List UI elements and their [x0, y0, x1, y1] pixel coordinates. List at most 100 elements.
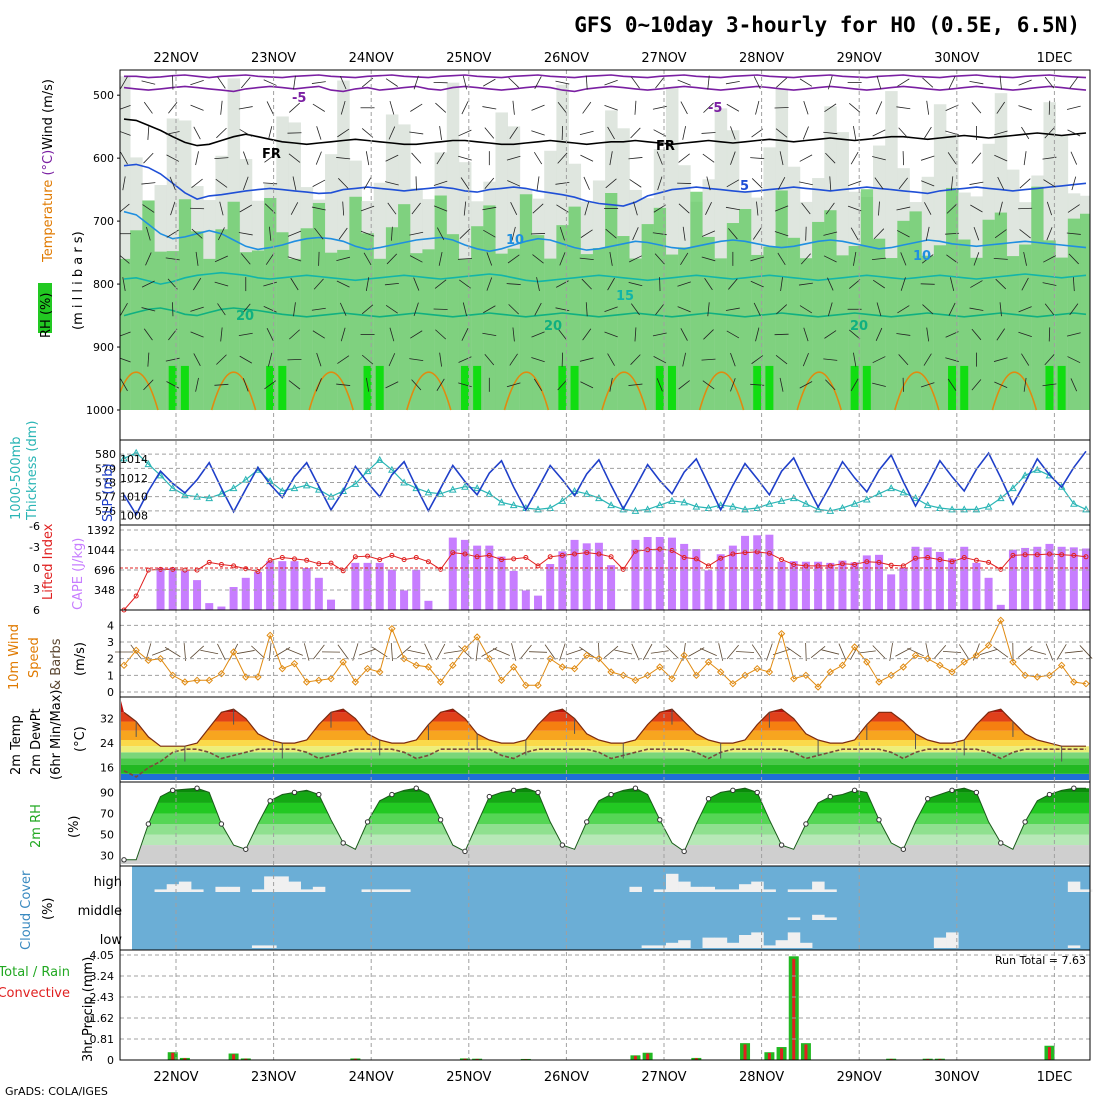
wind-barb [311, 206, 326, 211]
wind-barb [460, 177, 470, 190]
thickness-marker [339, 486, 348, 494]
wind-barb [802, 352, 809, 367]
cape-bar [923, 547, 932, 610]
wind-barb [314, 227, 324, 240]
wind-barb [702, 153, 715, 163]
cape-bar [826, 562, 835, 610]
wind-barb [361, 354, 374, 365]
wind-barb [922, 77, 934, 88]
run-total-label: Run Total = 7.63 [995, 954, 1086, 967]
cloud-bar-high [653, 889, 667, 892]
wind-barb [458, 382, 472, 388]
wind-barb [677, 281, 691, 287]
wind-barb [141, 80, 156, 85]
isotherm-label: -5 [292, 91, 306, 106]
wind-barb [775, 128, 788, 138]
wind-barb [531, 331, 545, 338]
wind-barb [726, 179, 740, 188]
cape-bar [765, 534, 774, 610]
date-label-top: 28NOV [739, 51, 784, 66]
wind-barb [897, 305, 910, 314]
wind-speed-marker [315, 676, 323, 685]
wind-barb [730, 151, 736, 165]
wind-barb [337, 128, 350, 138]
wind-barb [631, 76, 640, 89]
wind-barb [168, 102, 178, 114]
wind-barb [462, 302, 468, 317]
slp-tick: 1014 [120, 453, 148, 466]
rh-shade-green [1067, 218, 1081, 410]
wind-barb [413, 302, 419, 317]
wind-barb-10m [1028, 649, 1047, 655]
wind-barb [751, 128, 764, 138]
wind-barb [923, 126, 932, 140]
wind-barb [803, 100, 809, 115]
cape-bar [387, 569, 396, 610]
rh-marker [632, 785, 639, 791]
thickness-marker [582, 489, 591, 497]
cape-bar [363, 562, 372, 610]
wind-barb [728, 278, 738, 290]
wind-barb [582, 101, 592, 114]
wind-barb [1066, 332, 1081, 337]
wind-barb [677, 79, 691, 86]
precip-convective-bar [1047, 1047, 1051, 1060]
wind-barb [604, 306, 618, 313]
wind-barb [240, 76, 251, 89]
wind-speed-marker [656, 663, 664, 671]
lifted-index-marker [864, 559, 870, 565]
wind-speed-marker [193, 676, 201, 685]
wind-barb [656, 378, 663, 392]
thickness-marker [802, 499, 810, 507]
cape-bar [814, 561, 823, 610]
wind-barb [484, 354, 495, 366]
wind-barb-10m [700, 647, 717, 657]
lifted-index-marker [133, 593, 139, 599]
cape-bar [582, 543, 591, 610]
wind-barb-10m [1017, 646, 1033, 658]
lifted-index-marker [730, 551, 736, 557]
rh-shade-green [519, 194, 533, 410]
wind-barb [585, 75, 588, 90]
wind-barb [266, 101, 274, 115]
isotherm-label: 10 [913, 249, 931, 264]
wind-barb [1066, 232, 1081, 235]
cloud-bar-high [799, 889, 813, 892]
wind-barb [971, 102, 982, 114]
wind-speed-marker [1033, 673, 1041, 681]
wind-barb [653, 355, 667, 364]
wind-barb [313, 278, 324, 290]
wind-barb [609, 377, 613, 392]
isotherm-label: 20 [850, 319, 868, 334]
wind-speed-marker [497, 676, 506, 685]
cape-bar [351, 562, 360, 610]
wind-barb [1019, 178, 1031, 189]
wind-speed-marker [790, 674, 798, 683]
cape-bar [862, 555, 871, 610]
wind-barb [705, 202, 712, 215]
wind-speed-marker [570, 664, 579, 673]
rh-marker [267, 798, 273, 804]
wind-barb [385, 78, 398, 87]
rh-color-band [121, 845, 1089, 864]
wind-barb [311, 307, 326, 311]
rh-shade-bright [960, 365, 969, 410]
wind-speed-marker [254, 673, 262, 681]
wind-barb [507, 180, 521, 187]
wind-barb [871, 257, 886, 261]
wind-barbs-axis-label: & Barbs [49, 638, 64, 690]
cape-bar [972, 562, 981, 610]
wind-barb [312, 103, 325, 112]
date-label-bottom: 1DEC [1037, 1070, 1073, 1085]
wind-barb [436, 378, 445, 391]
wind-barb-10m [925, 643, 930, 661]
wind-speed-marker [680, 651, 688, 660]
temp-color-band [121, 746, 1089, 753]
cape-bar [789, 561, 798, 610]
wind-barb [292, 176, 297, 191]
wind-barb [628, 255, 642, 263]
rh2m-axis-label: 2m RH [29, 804, 44, 848]
wind-unit-label: (m/s) [73, 642, 88, 676]
wind-barb [652, 332, 667, 337]
wind-barb [900, 252, 907, 266]
